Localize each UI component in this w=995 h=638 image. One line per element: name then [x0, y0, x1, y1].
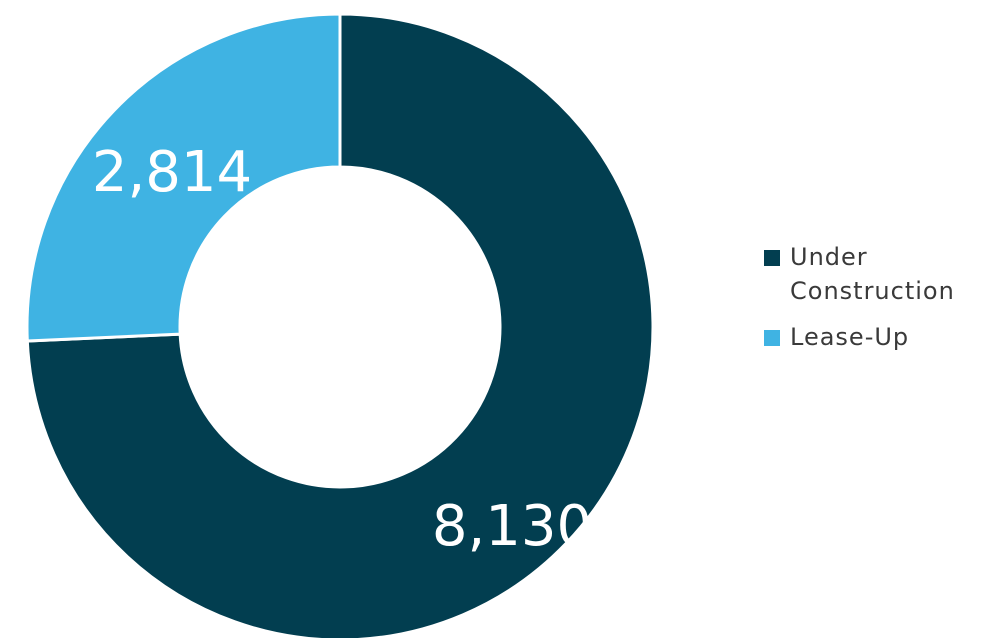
- legend-swatch-under-construction: [764, 250, 780, 266]
- slice-label-under-construction: 8,130: [432, 494, 592, 559]
- legend-label-lease-up: Lease-Up: [790, 323, 910, 351]
- donut-slices: [25, 12, 655, 638]
- slice-label-lease-up: 2,814: [92, 140, 252, 205]
- legend: Under Construction Lease-Up: [764, 240, 995, 366]
- legend-swatch-lease-up: [764, 330, 780, 346]
- slice-under-construction: [25, 12, 655, 638]
- slice-lease-up: [25, 12, 342, 343]
- legend-item-under-construction: Under Construction: [764, 240, 995, 308]
- legend-item-lease-up: Lease-Up: [764, 320, 995, 354]
- legend-label-under-construction: Under Construction: [790, 243, 955, 305]
- slice-labels: 8,130 2,814: [92, 140, 592, 559]
